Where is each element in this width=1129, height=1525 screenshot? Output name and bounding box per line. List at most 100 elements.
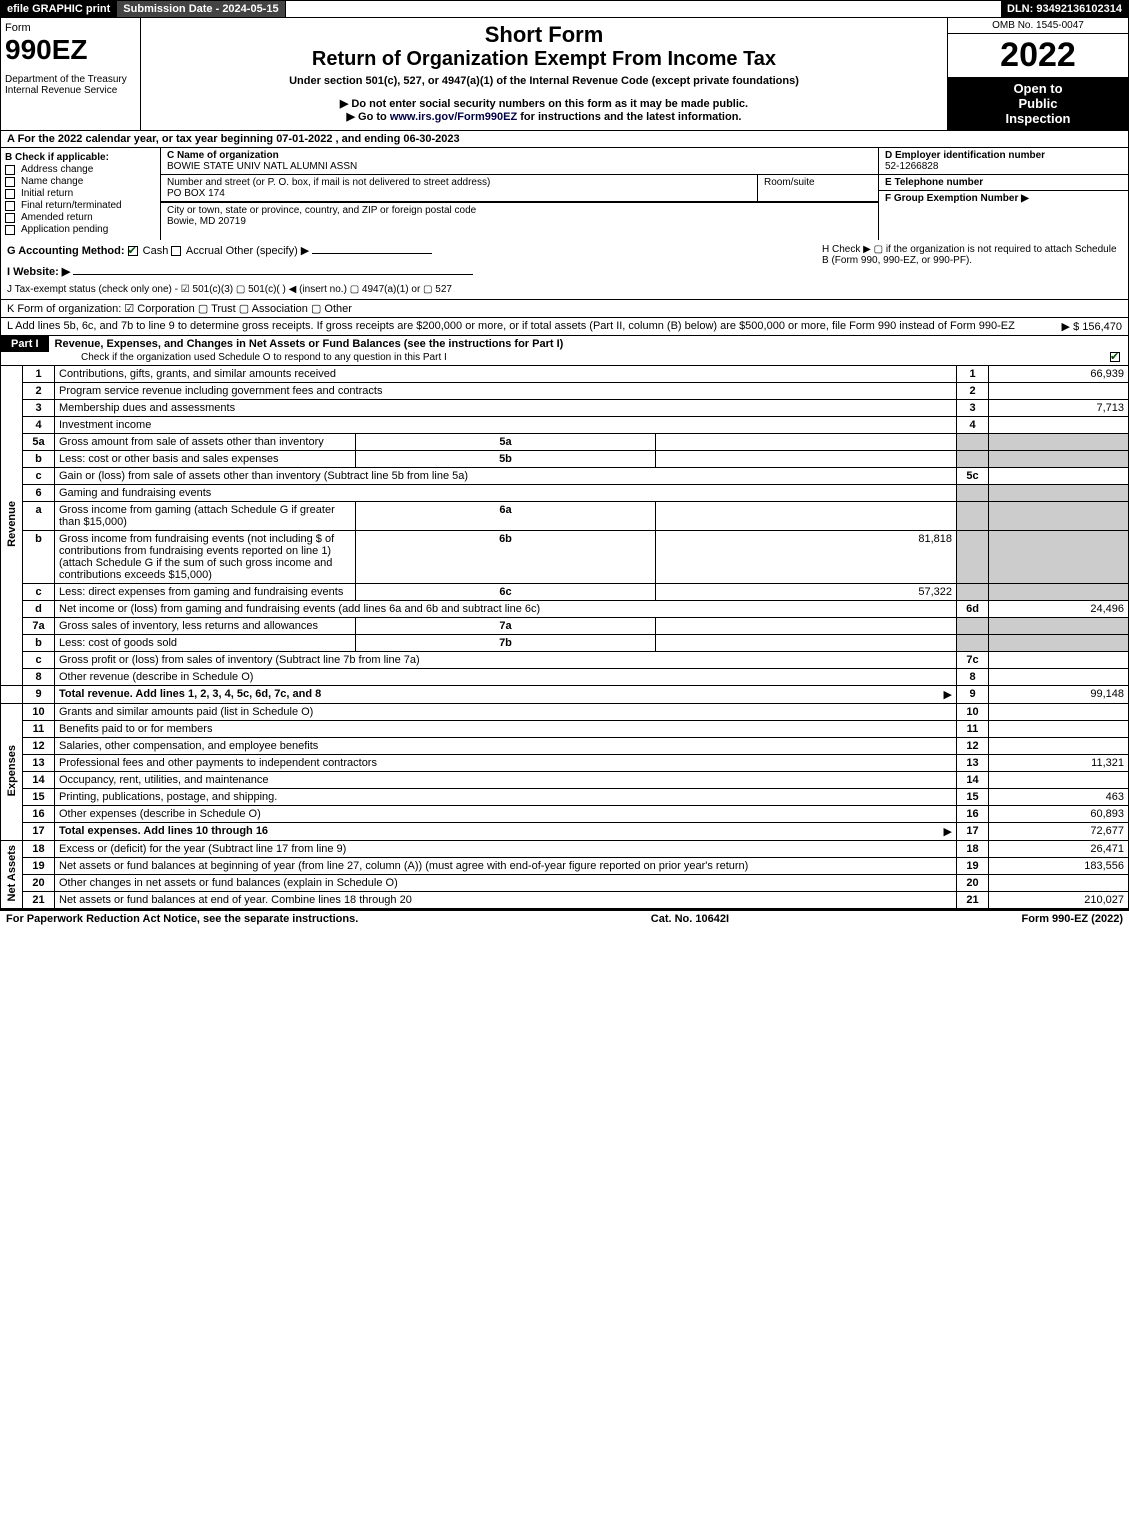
l6-rn-shade bbox=[957, 485, 989, 502]
section-f: F Group Exemption Number ▶ bbox=[879, 191, 1128, 206]
l1-num: 1 bbox=[23, 366, 55, 383]
section-a: A For the 2022 calendar year, or tax yea… bbox=[0, 131, 1129, 148]
l7a-amt-shade bbox=[989, 618, 1129, 635]
l6b-rn-shade bbox=[957, 531, 989, 584]
omb-number: OMB No. 1545-0047 bbox=[948, 18, 1128, 34]
l6b-num: b bbox=[23, 531, 55, 584]
l14-amount bbox=[989, 772, 1129, 789]
l7b-amt-shade bbox=[989, 635, 1129, 652]
l6d-desc: Net income or (loss) from gaming and fun… bbox=[55, 601, 957, 618]
cb-initial-return[interactable] bbox=[5, 189, 15, 199]
opt-other: Other (specify) ▶ bbox=[226, 245, 310, 257]
submission-date: Submission Date - 2024-05-15 bbox=[117, 1, 285, 17]
street-value: PO BOX 174 bbox=[167, 188, 225, 199]
expenses-label: Expenses bbox=[1, 704, 23, 841]
cb-address-change[interactable] bbox=[5, 165, 15, 175]
l6b-sn: 6b bbox=[355, 531, 656, 584]
l5b-amt-shade bbox=[989, 451, 1129, 468]
l6-desc: Gaming and fundraising events bbox=[55, 485, 957, 502]
info-right: D Employer identification number 52-1266… bbox=[878, 148, 1128, 240]
inspect-3: Inspection bbox=[948, 111, 1128, 126]
l16-amount: 60,893 bbox=[989, 806, 1129, 823]
city-block: City or town, state or province, country… bbox=[161, 202, 878, 229]
l20-amount bbox=[989, 875, 1129, 892]
part1-header: Part I Revenue, Expenses, and Changes in… bbox=[0, 336, 1129, 366]
l20-desc: Other changes in net assets or fund bala… bbox=[55, 875, 957, 892]
cb-schedule-o[interactable] bbox=[1110, 352, 1120, 362]
l13-num: 13 bbox=[23, 755, 55, 772]
other-input[interactable] bbox=[312, 253, 432, 254]
l12-rn: 12 bbox=[957, 738, 989, 755]
section-g-left: G Accounting Method: Cash Accrual Other … bbox=[7, 244, 822, 295]
cb-amended-return[interactable] bbox=[5, 213, 15, 223]
l5a-desc: Gross amount from sale of assets other t… bbox=[55, 434, 356, 451]
l6c-num: c bbox=[23, 584, 55, 601]
tax-year: 2022 bbox=[948, 34, 1128, 77]
form-warning: ▶ Do not enter social security numbers o… bbox=[145, 97, 943, 110]
part1-tag: Part I bbox=[1, 336, 49, 352]
l21-rn: 21 bbox=[957, 892, 989, 909]
l14-num: 14 bbox=[23, 772, 55, 789]
section-d: D Employer identification number 52-1266… bbox=[879, 148, 1128, 175]
section-c: C Name of organization BOWIE STATE UNIV … bbox=[161, 148, 878, 175]
website-input[interactable] bbox=[73, 274, 473, 275]
l17-amount: 72,677 bbox=[989, 823, 1129, 841]
l5a-sn: 5a bbox=[355, 434, 656, 451]
l5b-rn-shade bbox=[957, 451, 989, 468]
opt-cash: Cash bbox=[143, 245, 169, 257]
l5c-rn: 5c bbox=[957, 468, 989, 485]
l3-amount: 7,713 bbox=[989, 400, 1129, 417]
l13-rn: 13 bbox=[957, 755, 989, 772]
rev-corner bbox=[1, 686, 23, 704]
f-label: F Group Exemption Number ▶ bbox=[885, 193, 1029, 204]
l6a-rn-shade bbox=[957, 502, 989, 531]
org-name: BOWIE STATE UNIV NATL ALUMNI ASSN bbox=[167, 161, 357, 172]
info-block: B Check if applicable: Address change Na… bbox=[0, 148, 1129, 240]
cb-application-pending[interactable] bbox=[5, 225, 15, 235]
c-label: C Name of organization bbox=[167, 150, 279, 161]
i-label: I Website: ▶ bbox=[7, 266, 70, 278]
l10-amount bbox=[989, 704, 1129, 721]
l19-desc: Net assets or fund balances at beginning… bbox=[55, 858, 957, 875]
l19-amount: 183,556 bbox=[989, 858, 1129, 875]
irs-link[interactable]: www.irs.gov/Form990EZ bbox=[390, 111, 517, 123]
opt-initial-return: Initial return bbox=[21, 188, 73, 199]
top-bar: efile GRAPHIC print Submission Date - 20… bbox=[0, 0, 1129, 18]
l18-desc: Excess or (deficit) for the year (Subtra… bbox=[55, 841, 957, 858]
l13-amount: 11,321 bbox=[989, 755, 1129, 772]
e-label: E Telephone number bbox=[885, 177, 983, 188]
l7a-num: 7a bbox=[23, 618, 55, 635]
l14-desc: Occupancy, rent, utilities, and maintena… bbox=[55, 772, 957, 789]
form-link[interactable]: ▶ Go to www.irs.gov/Form990EZ for instru… bbox=[145, 110, 943, 123]
arrow-icon: ▶ bbox=[944, 688, 952, 701]
l6d-amount: 24,496 bbox=[989, 601, 1129, 618]
l18-num: 18 bbox=[23, 841, 55, 858]
l6c-sv: 57,322 bbox=[656, 584, 957, 601]
l5c-num: c bbox=[23, 468, 55, 485]
city-value: Bowie, MD 20719 bbox=[167, 216, 246, 227]
l6b-desc: Gross income from fundraising events (no… bbox=[55, 531, 356, 584]
l1-rn: 1 bbox=[957, 366, 989, 383]
cb-name-change[interactable] bbox=[5, 177, 15, 187]
l2-rn: 2 bbox=[957, 383, 989, 400]
l21-desc: Net assets or fund balances at end of ye… bbox=[55, 892, 957, 909]
efile-label[interactable]: efile GRAPHIC print bbox=[1, 1, 117, 17]
l17-rn: 17 bbox=[957, 823, 989, 841]
l15-num: 15 bbox=[23, 789, 55, 806]
lines-table: Revenue 1 Contributions, gifts, grants, … bbox=[0, 366, 1129, 909]
l-text: L Add lines 5b, 6c, and 7b to line 9 to … bbox=[7, 320, 1062, 333]
short-form-title: Short Form bbox=[145, 22, 943, 48]
l5a-rn-shade bbox=[957, 434, 989, 451]
form-label: Form bbox=[5, 22, 136, 34]
l15-amount: 463 bbox=[989, 789, 1129, 806]
l5b-sn: 5b bbox=[355, 451, 656, 468]
cb-accrual[interactable] bbox=[171, 246, 181, 256]
cb-cash[interactable] bbox=[128, 246, 138, 256]
form-header: Form 990EZ Department of the Treasury In… bbox=[0, 18, 1129, 131]
l4-num: 4 bbox=[23, 417, 55, 434]
dept-label: Department of the Treasury Internal Reve… bbox=[5, 74, 136, 96]
l10-num: 10 bbox=[23, 704, 55, 721]
l7a-sn: 7a bbox=[355, 618, 656, 635]
l6a-sv bbox=[656, 502, 957, 531]
cb-final-return[interactable] bbox=[5, 201, 15, 211]
